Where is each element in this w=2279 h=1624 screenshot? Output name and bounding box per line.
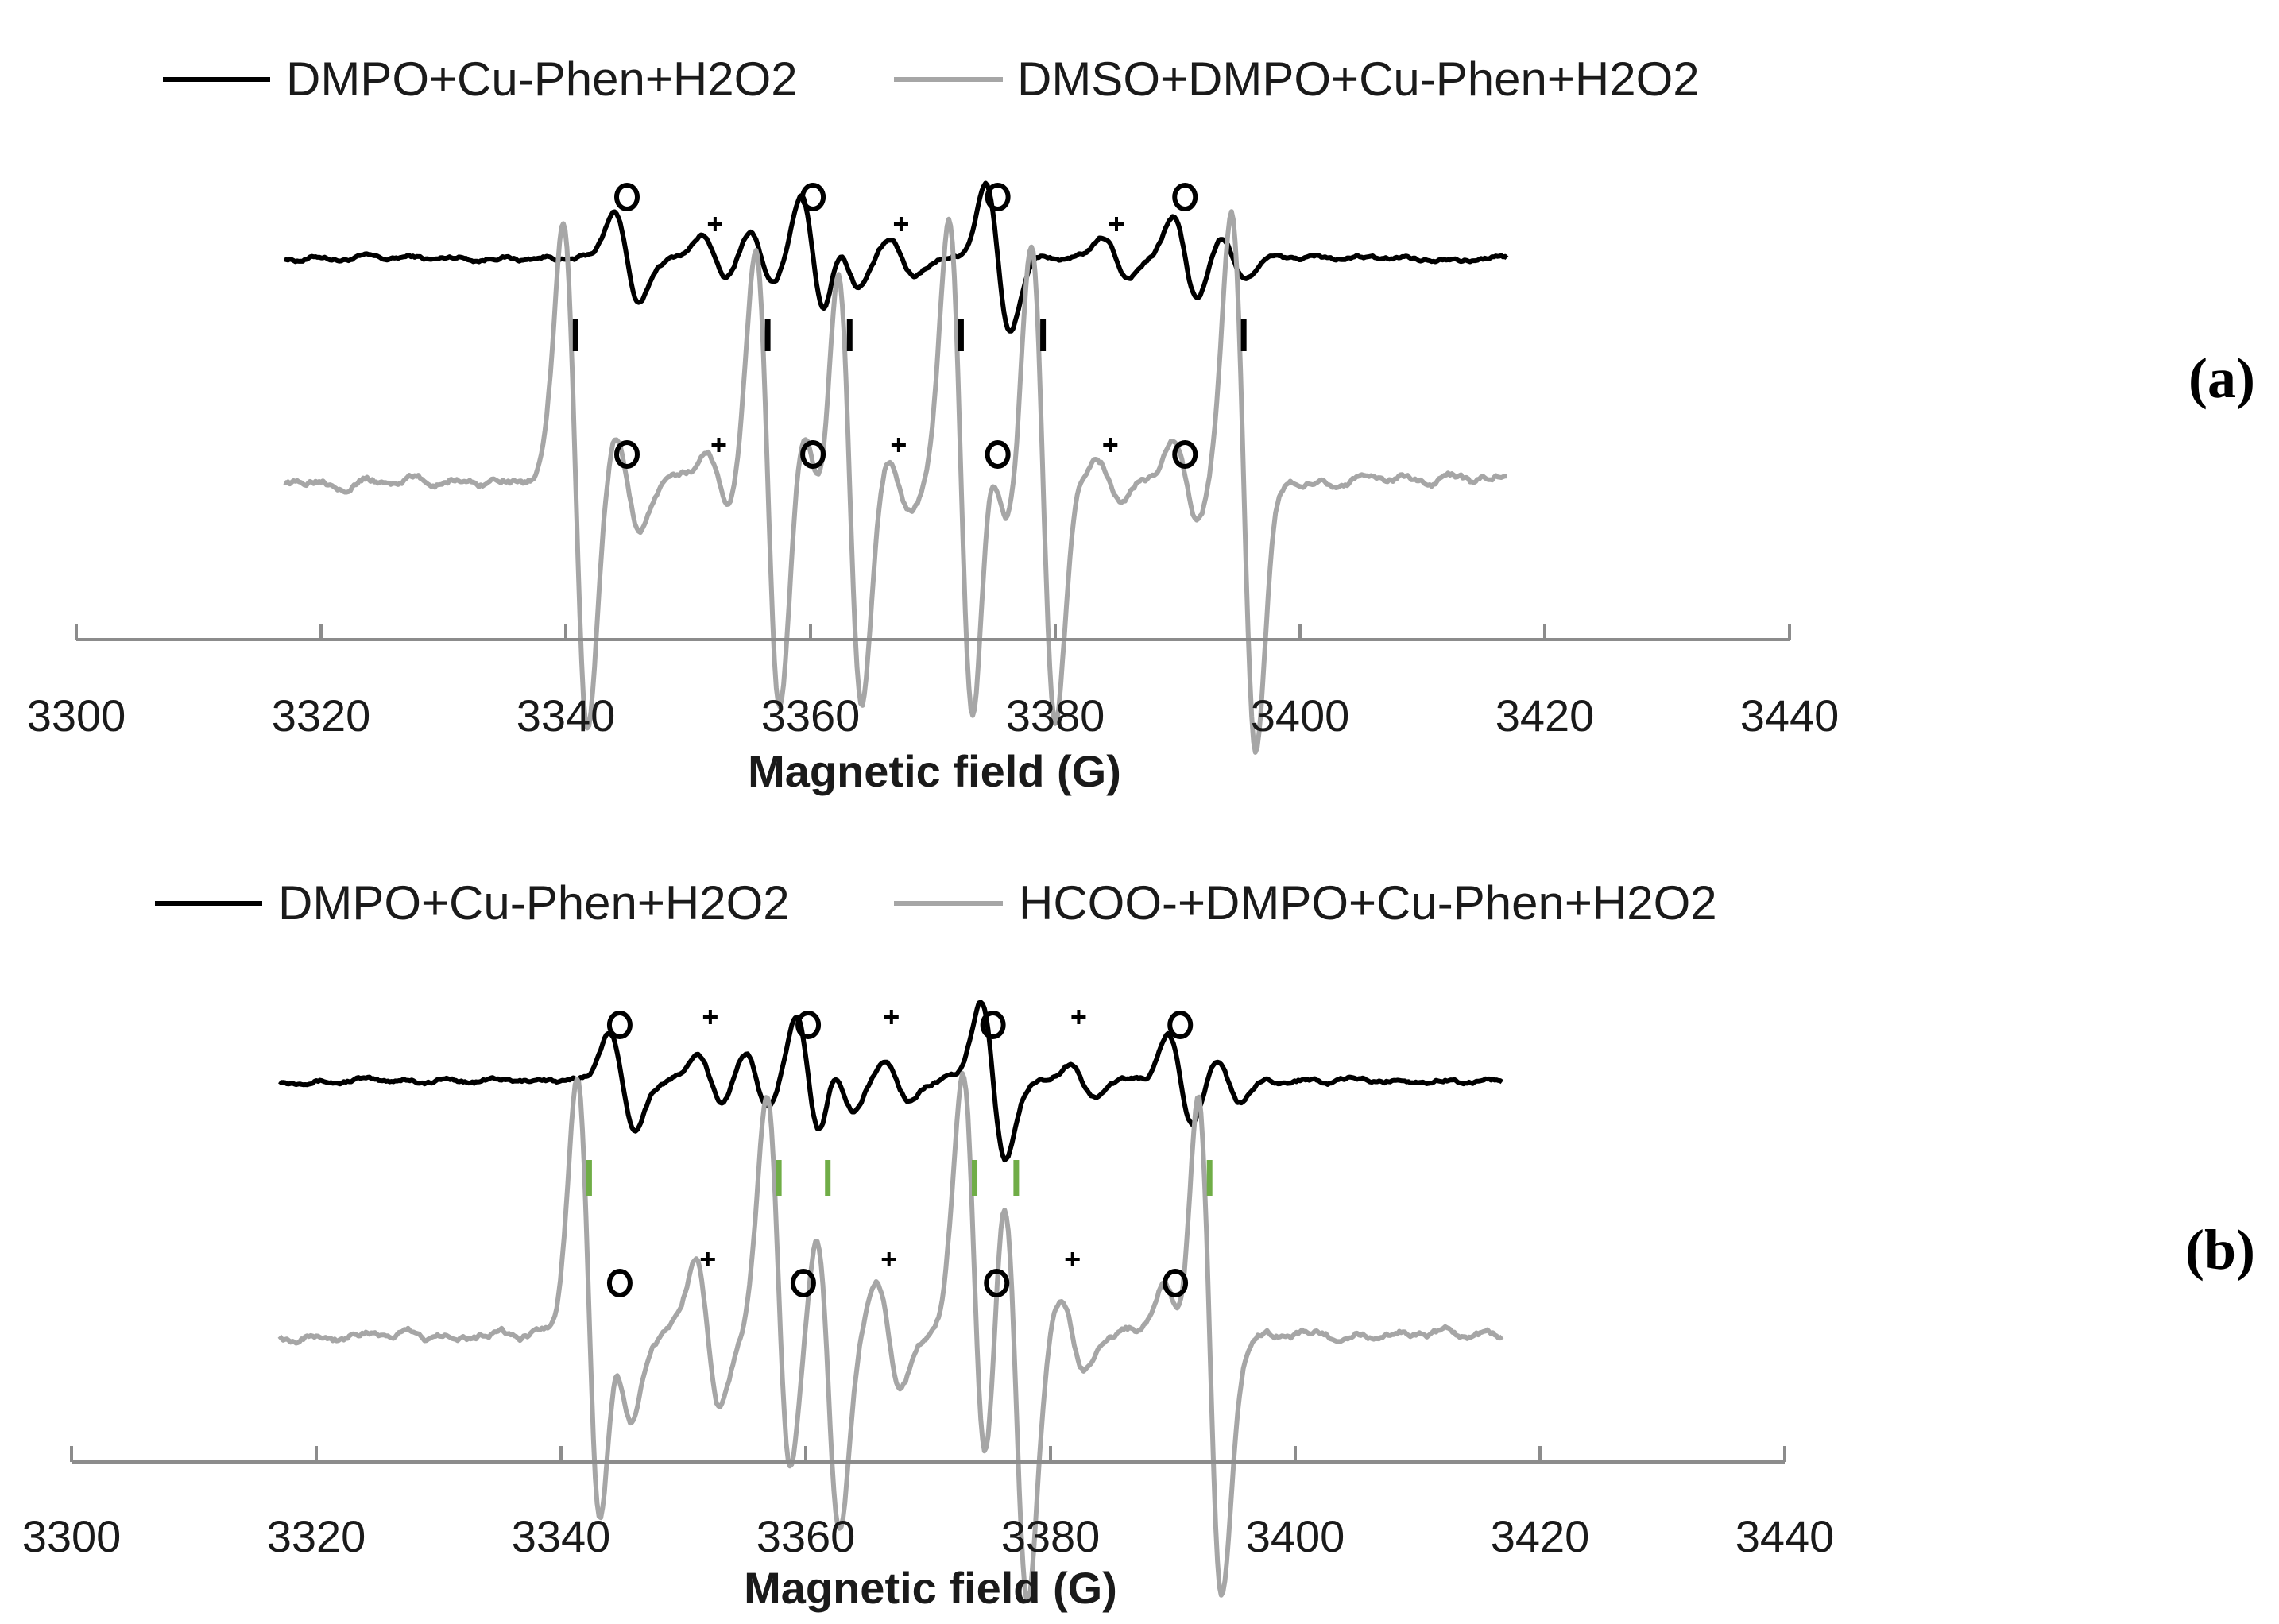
dmpo-oh-marker (800, 183, 826, 211)
dmpo-oh-marker (985, 183, 1011, 211)
x-tick-label: 3440 (1735, 1511, 1835, 1561)
legend-b-label-2: HCOO-+DMPO+Cu-Phen+H2O2 (1019, 876, 1717, 930)
series-line-1 (283, 180, 1509, 334)
x-tick-label: 3320 (267, 1511, 366, 1561)
x-axis-title-b: Magnetic field (G) (744, 1563, 1117, 1613)
x-axis-b: 3300 3320 3340 3360 3380 3400 3420 3440 (22, 1446, 1835, 1561)
dmpo-oh-marker (614, 183, 640, 211)
x-tick-label: 3340 (512, 1511, 611, 1561)
panel-label-a: (a) (2188, 346, 2255, 410)
marker-layer-a (572, 183, 1247, 469)
legend-b: DMPO+Cu-Phen+H2O2 HCOO-+DMPO+Cu-Phen+H2O… (155, 876, 1717, 930)
x-tick-label: 3300 (22, 1511, 122, 1561)
series-layer-a (283, 180, 1509, 755)
dmpo-oh-marker (1167, 1011, 1194, 1039)
panel-b: DMPO+Cu-Phen+H2O2 HCOO-+DMPO+Cu-Phen+H2O… (22, 876, 2255, 1613)
x-tick-label: 3360 (756, 1511, 856, 1561)
x-tick-label: 3360 (761, 690, 861, 740)
series-layer-b (277, 1000, 1504, 1603)
legend-a-label-1: DMPO+Cu-Phen+H2O2 (286, 52, 798, 106)
x-tick-label: 3420 (1495, 690, 1595, 740)
x-tick-label: 3300 (27, 690, 126, 740)
dmpo-oh-marker (1172, 440, 1198, 469)
x-tick-label: 3340 (517, 690, 616, 740)
dmpo-oh-marker (985, 440, 1011, 469)
series-line-2 (283, 209, 1507, 755)
x-axis-title-a: Magnetic field (G) (748, 746, 1121, 796)
dmpo-oh-marker (614, 440, 640, 469)
marker-layer-b (586, 1010, 1213, 1297)
legend-b-label-1: DMPO+Cu-Phen+H2O2 (278, 876, 790, 930)
dmpo-oh-marker (800, 440, 826, 469)
x-tick-label: 3380 (1006, 690, 1105, 740)
panel-label-b: (b) (2185, 1218, 2255, 1282)
x-tick-label: 3380 (1001, 1511, 1101, 1561)
legend-a-label-2: DMSO+DMPO+Cu-Phen+H2O2 (1017, 52, 1700, 106)
dmpo-oh-marker (790, 1269, 816, 1297)
x-tick-label: 3420 (1491, 1511, 1590, 1561)
x-axis-a: 3300 3320 3340 3360 3380 3400 3420 3440 (27, 624, 1840, 740)
x-tick-label: 3320 (272, 690, 371, 740)
x-tick-label: 3400 (1251, 690, 1350, 740)
legend-a: DMPO+Cu-Phen+H2O2 DMSO+DMPO+Cu-Phen+H2O2 (163, 52, 1700, 106)
x-tick-label: 3440 (1740, 690, 1840, 740)
dmpo-oh-marker (984, 1269, 1010, 1297)
panel-a: DMPO+Cu-Phen+H2O2 DMSO+DMPO+Cu-Phen+H2O2… (27, 52, 2255, 796)
series-line-2 (277, 1071, 1504, 1603)
dmpo-oh-marker (606, 1011, 633, 1039)
dmpo-oh-marker (1163, 1269, 1189, 1297)
dmpo-oh-marker (980, 1011, 1006, 1039)
series-line-1 (278, 1000, 1504, 1163)
dmpo-oh-marker (795, 1011, 822, 1039)
x-tick-label: 3400 (1246, 1511, 1345, 1561)
dmpo-oh-marker (1172, 183, 1198, 211)
dmpo-oh-marker (606, 1269, 633, 1297)
